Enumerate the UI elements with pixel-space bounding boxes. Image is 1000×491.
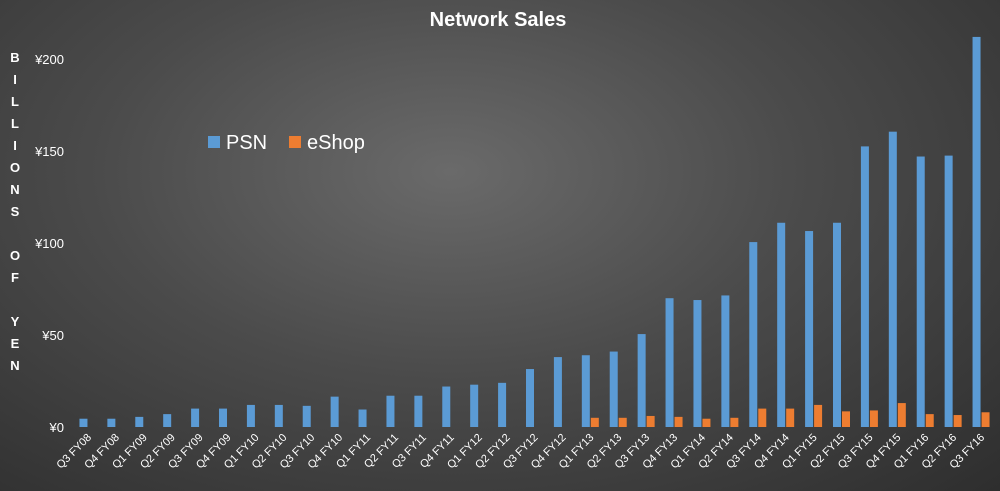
y-axis-label-letter: L	[11, 116, 19, 131]
psn-bar	[553, 357, 562, 427]
y-axis-label-letter: S	[11, 204, 20, 219]
psn-bar	[274, 404, 283, 427]
psn-bar	[302, 405, 311, 427]
psn-bar	[860, 146, 869, 427]
eshop-bar	[758, 408, 767, 427]
y-axis-label-letter: F	[11, 270, 19, 285]
psn-bar	[219, 408, 227, 427]
y-tick-label: ¥100	[34, 236, 64, 251]
psn-bar	[79, 418, 88, 427]
psn-bar	[498, 382, 507, 427]
psn-bar	[581, 355, 590, 427]
legend: PSN eShop	[208, 132, 365, 154]
eshop-bar	[618, 417, 627, 427]
y-axis-label-letter: Y	[11, 314, 20, 329]
psn-bar	[246, 404, 255, 427]
psn-bar	[944, 155, 953, 427]
eshop-bar	[814, 404, 823, 427]
eshop-bar	[953, 415, 962, 427]
psn-bar	[777, 222, 786, 427]
legend-psn-label: PSN	[226, 132, 267, 154]
y-axis-label-letter: O	[10, 248, 20, 263]
y-axis-label-letter: N	[10, 358, 19, 373]
y-axis-label-letter: O	[10, 160, 20, 175]
eshop-bar	[925, 414, 934, 427]
psn-bar	[191, 408, 200, 427]
psn-bar	[330, 396, 339, 427]
psn-bar	[637, 334, 646, 427]
psn-bar	[833, 222, 841, 427]
y-axis-label-letter: B	[10, 50, 19, 65]
y-axis-label-letter: L	[11, 94, 19, 109]
legend-eshop-swatch	[289, 136, 301, 148]
psn-bar	[386, 395, 395, 427]
eshop-bar	[786, 408, 795, 427]
y-axis-label-letter: E	[11, 336, 20, 351]
eshop-bar	[842, 411, 850, 427]
psn-bar	[972, 36, 981, 428]
psn-bar	[805, 231, 814, 427]
psn-bar	[609, 351, 618, 427]
psn-bar	[916, 156, 925, 427]
y-tick-label: ¥150	[34, 144, 64, 159]
eshop-bar	[869, 410, 878, 427]
eshop-bar	[590, 417, 599, 427]
y-axis-label-letter: I	[13, 138, 17, 153]
psn-bar	[888, 131, 897, 427]
legend-eshop-label: eShop	[307, 132, 365, 154]
psn-bar	[470, 384, 479, 427]
eshop-bar	[730, 417, 739, 427]
psn-bar	[358, 409, 367, 427]
psn-bar	[526, 369, 534, 427]
psn-bar	[135, 416, 144, 427]
chart-title: Network Sales	[430, 9, 567, 31]
y-tick-label: ¥50	[41, 328, 64, 343]
y-tick-label: ¥200	[34, 52, 64, 67]
psn-bar	[414, 395, 423, 427]
y-axis-label-letter: N	[10, 182, 19, 197]
psn-bar	[721, 295, 730, 427]
psn-bar	[163, 414, 172, 427]
psn-bar	[665, 298, 674, 427]
psn-bar	[442, 386, 451, 427]
eshop-bar	[702, 418, 711, 427]
eshop-bar	[646, 415, 655, 427]
psn-bar	[107, 418, 116, 427]
psn-bar	[749, 242, 758, 427]
eshop-bar	[981, 412, 990, 427]
y-axis-ticks: ¥0 ¥50 ¥100 ¥150 ¥200	[34, 52, 64, 435]
y-tick-label: ¥0	[49, 420, 64, 435]
bars	[79, 36, 990, 428]
eshop-bar	[897, 403, 906, 427]
eshop-bar	[674, 416, 683, 427]
y-axis-label-letter: I	[13, 72, 17, 87]
psn-bar	[693, 300, 702, 427]
legend-psn-swatch	[208, 136, 220, 148]
